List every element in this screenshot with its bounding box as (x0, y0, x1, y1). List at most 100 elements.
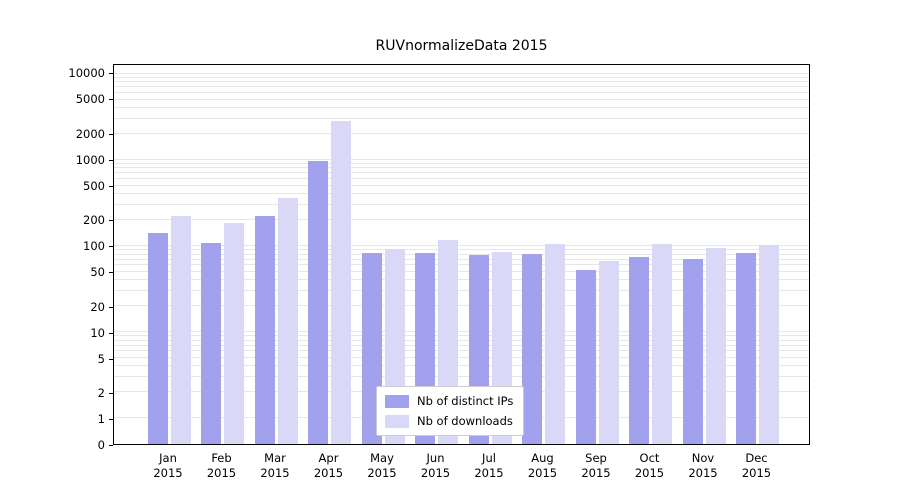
gridline (114, 185, 809, 187)
bar-downloads (224, 223, 244, 444)
gridline (114, 339, 809, 341)
x-tick-label: Feb 2015 (206, 451, 237, 480)
bar-downloads (705, 248, 726, 444)
y-tick-label: 1 (97, 412, 105, 427)
gridline (114, 331, 809, 333)
y-tick-label: 2000 (75, 126, 105, 141)
x-tick-label: Jul 2015 (474, 451, 504, 480)
x-tick-label: Oct 2015 (634, 451, 665, 480)
gridline (114, 99, 809, 100)
bar-downloads (545, 244, 565, 444)
y-tick-label: 10 (90, 325, 105, 340)
y-tick-mark (109, 246, 113, 248)
legend-entry: Nb of downloads (385, 414, 513, 428)
gridline (114, 357, 809, 359)
y-tick-label: 100 (83, 239, 105, 254)
bar-distinct-ips (147, 232, 168, 444)
x-tick-label: Jan 2015 (153, 451, 183, 480)
y-tick-mark (109, 220, 113, 222)
y-tick-label: 500 (83, 178, 105, 193)
y-tick-label: 1000 (75, 152, 105, 167)
legend-label: Nb of downloads (417, 414, 513, 428)
bar-distinct-ips (682, 258, 703, 444)
bar-downloads (652, 244, 672, 444)
gridline (114, 365, 809, 367)
gridline (114, 77, 809, 79)
bar-distinct-ips (575, 269, 596, 444)
plot-area: Nb of distinct IPs Nb of downloads (113, 64, 810, 445)
y-tick-mark (109, 99, 113, 101)
gridline (114, 172, 809, 174)
x-tick-label: Apr 2015 (313, 451, 344, 480)
legend-swatch-distinct-ips (385, 394, 409, 408)
gridline (114, 193, 809, 195)
gridline (114, 258, 809, 260)
bar-distinct-ips (522, 253, 542, 444)
gridline (114, 245, 809, 247)
y-tick-mark (109, 393, 113, 395)
y-tick-label: 20 (90, 299, 105, 314)
gridline (114, 335, 809, 337)
y-tick-mark (109, 159, 113, 161)
y-tick-mark (109, 133, 113, 135)
bar-downloads (170, 215, 191, 444)
legend-label: Nb of distinct IPs (417, 394, 514, 408)
x-tick-label: May 2015 (367, 451, 397, 480)
gridline (114, 92, 809, 94)
gridline (114, 107, 809, 109)
x-tick-label: Aug 2015 (527, 451, 558, 480)
gridline (114, 305, 809, 307)
bar-downloads (759, 245, 779, 444)
gridline (114, 264, 809, 266)
y-tick-label: 5 (97, 351, 105, 366)
y-tick-mark (109, 306, 113, 308)
legend-swatch-downloads (385, 414, 409, 428)
y-tick-label: 2 (97, 386, 105, 401)
y-tick-label: 50 (90, 265, 105, 280)
y-tick-mark (109, 445, 113, 446)
gridline (114, 253, 809, 255)
bar-distinct-ips (308, 160, 328, 444)
x-tick-label: Jun 2015 (420, 451, 451, 480)
y-tick-mark (109, 332, 113, 334)
gridline (114, 344, 809, 346)
gridline (114, 271, 809, 273)
gridline (114, 376, 809, 378)
gridline (114, 81, 809, 83)
chart-title: RUVnormalizeData 2015 (375, 38, 548, 54)
y-tick-mark (109, 185, 113, 187)
y-tick-mark (109, 358, 113, 360)
gridline (114, 167, 809, 169)
y-tick-label: 200 (83, 213, 105, 228)
bar-distinct-ips (736, 252, 756, 444)
y-tick-label: 0 (97, 438, 105, 452)
gridline (114, 159, 809, 161)
x-tick-label: Sep 2015 (581, 451, 611, 480)
bar-distinct-ips (201, 243, 221, 444)
gridline (114, 178, 809, 180)
gridline (114, 73, 809, 75)
y-tick-mark (109, 272, 113, 274)
y-tick-mark (109, 73, 113, 75)
gridline (114, 249, 809, 251)
legend-entry: Nb of distinct IPs (385, 394, 513, 408)
bar-downloads (598, 261, 619, 444)
gridline (114, 350, 809, 352)
bar-distinct-ips (629, 256, 649, 444)
x-tick-label: Mar 2015 (260, 451, 290, 480)
gridline (114, 163, 809, 165)
gridline (114, 290, 809, 292)
gridline (114, 219, 809, 221)
x-tick-label: Dec 2015 (741, 451, 772, 480)
gridline (114, 118, 809, 120)
gridline (114, 86, 809, 88)
x-tick-label: Nov 2015 (688, 451, 718, 480)
bar-downloads (277, 198, 298, 444)
bar-downloads (331, 121, 351, 444)
y-tick-label: 10000 (68, 66, 105, 81)
legend: Nb of distinct IPs Nb of downloads (376, 386, 525, 436)
y-tick-mark (109, 419, 113, 421)
gridline (114, 133, 809, 135)
bar-distinct-ips (254, 215, 275, 444)
